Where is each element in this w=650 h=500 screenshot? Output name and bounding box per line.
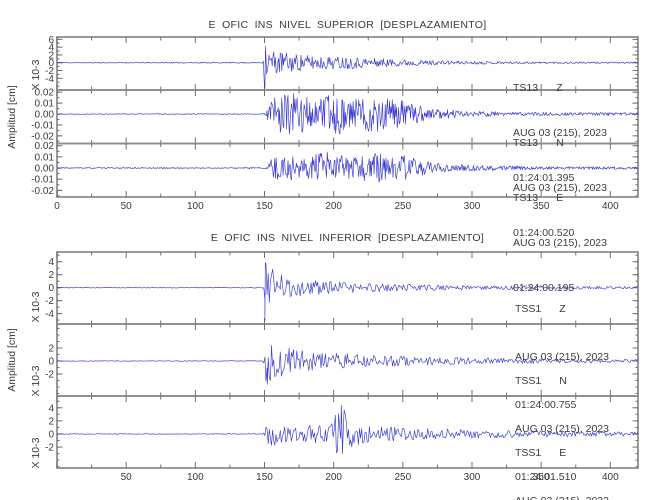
trace-station: TSS1 <box>515 447 542 459</box>
y-axis-label-superior: Amplitud [cm] <box>6 85 18 149</box>
trace-label: TSS1 N AUG 03 (215), 2023 01:24:01.510 <box>515 341 609 500</box>
trace-station: TS13 <box>513 82 539 94</box>
svg-text:-0.02: -0.02 <box>31 186 54 197</box>
svg-text:-2: -2 <box>45 66 54 77</box>
svg-text:-2: -2 <box>45 296 54 307</box>
svg-text:-0.01: -0.01 <box>31 120 54 131</box>
svg-text:350: 350 <box>533 201 550 212</box>
svg-text:200: 200 <box>325 201 342 212</box>
svg-text:0.01: 0.01 <box>35 99 55 110</box>
trace-station: TSS1 <box>515 375 542 387</box>
trace-label: TS13 Z AUG 03 (215), 2023 01:24:01.395 <box>513 51 607 216</box>
trace-label: TS13 N AUG 03 (215), 2023 01:24:00.520 <box>513 106 607 271</box>
svg-text:2: 2 <box>48 416 54 427</box>
svg-text:0.02: 0.02 <box>35 141 55 152</box>
svg-text:100: 100 <box>187 201 204 212</box>
svg-text:0: 0 <box>48 429 54 440</box>
trace-date: AUG 03 (215), 2023 <box>515 351 609 363</box>
trace-time: 01:24:01.510 <box>515 471 577 483</box>
svg-text:-0.02: -0.02 <box>31 131 54 142</box>
svg-text:200: 200 <box>325 472 342 483</box>
svg-text:2: 2 <box>48 344 54 355</box>
trace-channel: N <box>556 137 564 149</box>
figure-title-inferior: E OFIC INS NIVEL INFERIOR [DESPLAZAMIENT… <box>210 232 485 244</box>
svg-text:50: 50 <box>121 201 133 212</box>
trace-station: TS13 <box>513 192 539 204</box>
trace-station: TSS1 <box>515 303 542 315</box>
svg-text:350: 350 <box>533 472 550 483</box>
trace-channel: N <box>559 375 567 387</box>
trace-channel: Z <box>559 303 566 315</box>
svg-text:-2: -2 <box>45 443 54 454</box>
trace-channel: E <box>559 447 567 459</box>
svg-text:4: 4 <box>48 257 54 268</box>
figure-title-superior: E OFIC INS NIVEL SUPERIOR [DESPLAZAMIENT… <box>208 19 487 31</box>
svg-text:0.01: 0.01 <box>35 152 55 163</box>
svg-text:150: 150 <box>256 472 273 483</box>
svg-text:250: 250 <box>394 201 411 212</box>
svg-text:-4: -4 <box>45 309 54 320</box>
scale-label: X 10-3 <box>30 59 42 91</box>
svg-text:0.00: 0.00 <box>35 110 55 121</box>
svg-text:400: 400 <box>602 472 619 483</box>
svg-text:400: 400 <box>602 201 619 212</box>
svg-text:150: 150 <box>256 201 273 212</box>
svg-text:4: 4 <box>48 43 54 54</box>
scale-label: X 10-3 <box>30 437 42 469</box>
trace-channel: Z <box>556 82 563 94</box>
scale-label: X 10-3 <box>30 365 42 397</box>
trace-time: 01:24:00.195 <box>513 282 575 294</box>
svg-text:0: 0 <box>48 58 54 69</box>
svg-text:0: 0 <box>48 356 54 367</box>
trace-label: TSS1 Z AUG 03 (215), 2023 01:24:00.755 <box>515 269 609 445</box>
trace-date: AUG 03 (215), 2023 <box>513 182 607 194</box>
trace-time: 01:24:00.755 <box>515 399 577 411</box>
svg-text:100: 100 <box>187 472 204 483</box>
scale-label: X 10-3 <box>30 291 42 323</box>
trace-channel: E <box>556 192 564 204</box>
svg-text:0: 0 <box>48 283 54 294</box>
trace-station: TS13 <box>513 137 539 149</box>
trace-time: 01:24:01.395 <box>513 172 575 184</box>
y-axis-label-inferior: Amplitud [cm] <box>6 328 18 392</box>
svg-text:50: 50 <box>121 472 133 483</box>
svg-text:2: 2 <box>48 50 54 61</box>
svg-text:4: 4 <box>48 403 54 414</box>
trace-date: AUG 03 (215), 2023 <box>515 423 609 435</box>
trace-date: AUG 03 (215), 2023 <box>513 237 607 249</box>
svg-text:6: 6 <box>48 35 54 46</box>
svg-text:0.00: 0.00 <box>35 164 55 175</box>
svg-text:-4: -4 <box>45 74 54 85</box>
svg-text:0.02: 0.02 <box>35 88 55 99</box>
trace-label: TS13 E AUG 03 (215), 2023 01:24:00.195 <box>513 161 607 326</box>
svg-text:300: 300 <box>464 472 481 483</box>
svg-text:0: 0 <box>54 201 60 212</box>
trace-date: AUG 03 (215), 2023 <box>513 127 607 139</box>
svg-text:-2: -2 <box>45 369 54 380</box>
svg-text:250: 250 <box>394 472 411 483</box>
trace-date: AUG 03 (215), 2023 <box>515 493 609 500</box>
svg-text:-0.01: -0.01 <box>31 175 54 186</box>
svg-text:300: 300 <box>464 201 481 212</box>
trace-time: 01:24:00.520 <box>513 227 575 239</box>
svg-text:2: 2 <box>48 270 54 281</box>
